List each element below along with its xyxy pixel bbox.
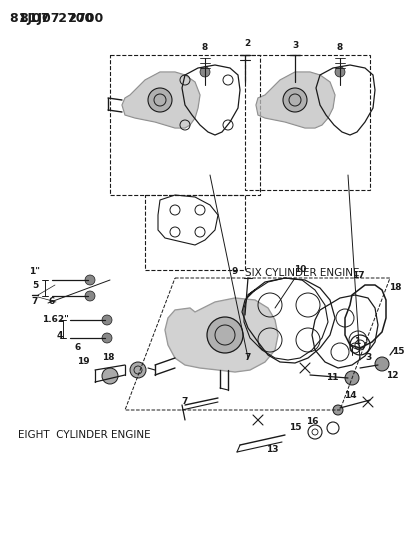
Text: 81J07  2700: 81J07 2700 bbox=[10, 12, 93, 25]
Text: 18: 18 bbox=[102, 353, 114, 362]
Text: 3: 3 bbox=[365, 353, 371, 362]
Polygon shape bbox=[256, 72, 335, 128]
Circle shape bbox=[283, 88, 307, 112]
Circle shape bbox=[102, 333, 112, 343]
Text: 15: 15 bbox=[289, 424, 301, 432]
Circle shape bbox=[333, 405, 343, 415]
Text: 10: 10 bbox=[294, 265, 306, 274]
Circle shape bbox=[148, 88, 172, 112]
Text: 5: 5 bbox=[32, 280, 38, 289]
Polygon shape bbox=[122, 72, 200, 128]
Circle shape bbox=[207, 317, 243, 353]
Text: 15: 15 bbox=[392, 348, 404, 357]
Text: 17: 17 bbox=[352, 271, 364, 279]
Text: 11: 11 bbox=[326, 374, 338, 383]
Text: 19: 19 bbox=[77, 358, 89, 367]
Text: 3: 3 bbox=[292, 41, 298, 50]
Circle shape bbox=[102, 368, 118, 384]
Text: 13: 13 bbox=[266, 446, 278, 455]
Text: 18: 18 bbox=[389, 284, 401, 293]
Circle shape bbox=[130, 362, 146, 378]
Circle shape bbox=[85, 291, 95, 301]
Text: 8: 8 bbox=[202, 43, 208, 52]
Polygon shape bbox=[165, 298, 278, 372]
Circle shape bbox=[85, 275, 95, 285]
Text: EIGHT  CYLINDER ENGINE: EIGHT CYLINDER ENGINE bbox=[18, 430, 150, 440]
Text: 81J07  2700: 81J07 2700 bbox=[20, 12, 103, 25]
Circle shape bbox=[102, 315, 112, 325]
Text: 12: 12 bbox=[386, 370, 398, 379]
Text: 1": 1" bbox=[30, 268, 41, 277]
Text: 7: 7 bbox=[182, 398, 188, 407]
Text: 1: 1 bbox=[354, 337, 360, 346]
Text: 8: 8 bbox=[337, 44, 343, 52]
Text: SIX CYLINDER ENGINE: SIX CYLINDER ENGINE bbox=[245, 268, 360, 278]
Polygon shape bbox=[256, 72, 335, 128]
Circle shape bbox=[375, 357, 389, 371]
Text: 6: 6 bbox=[49, 297, 55, 306]
Text: 14: 14 bbox=[344, 391, 356, 400]
Circle shape bbox=[200, 67, 210, 77]
Text: 6: 6 bbox=[75, 343, 81, 352]
Text: 7: 7 bbox=[245, 353, 251, 362]
Text: 9: 9 bbox=[232, 268, 238, 277]
Text: 1.62": 1.62" bbox=[42, 316, 69, 325]
Polygon shape bbox=[122, 72, 200, 128]
Circle shape bbox=[335, 67, 345, 77]
Polygon shape bbox=[165, 298, 278, 372]
Text: 16: 16 bbox=[306, 417, 318, 426]
Text: 4: 4 bbox=[57, 330, 63, 340]
Circle shape bbox=[345, 371, 359, 385]
Text: 7: 7 bbox=[32, 297, 38, 306]
Text: 2: 2 bbox=[244, 38, 250, 47]
